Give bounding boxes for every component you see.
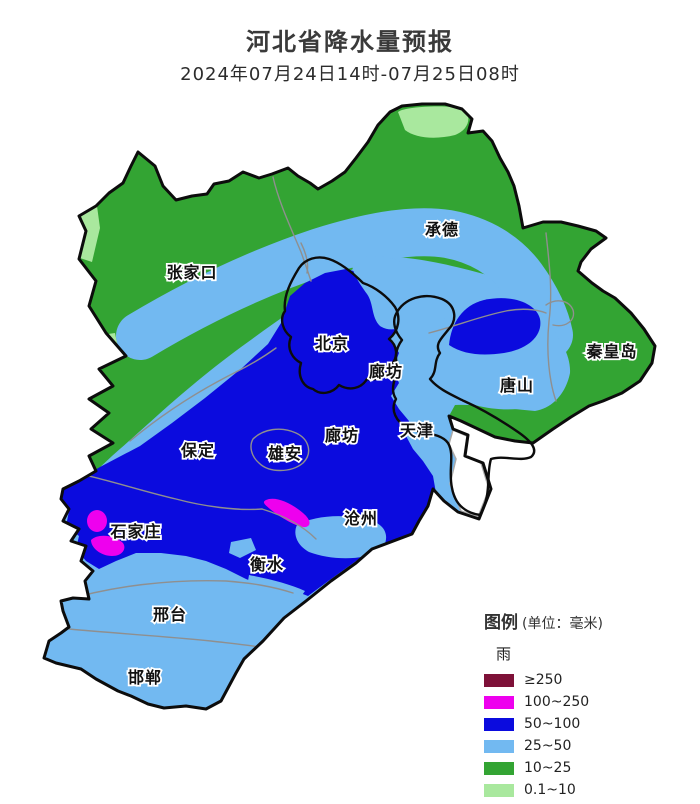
label-chengde: 承德 <box>425 220 459 239</box>
label-beijing: 北京 <box>315 334 349 353</box>
label-tianjin: 天津 <box>400 421 434 440</box>
label-langfang-north: 廊坊 <box>369 362 403 381</box>
border-xiongan <box>250 428 310 472</box>
legend-row-25-50: 25~50 <box>484 738 684 754</box>
legend-title: 图例 <box>484 613 518 633</box>
region-beijing-ne-25-50 <box>351 256 420 330</box>
page-title: 河北省降水量预报 <box>246 28 454 56</box>
border-zhangjiakou-baoding <box>129 347 277 442</box>
label-qinhuangdao: 秦皇岛 <box>585 342 637 361</box>
label-cangzhou: 沧州 <box>344 509 378 528</box>
region-lightgreen-west2 <box>92 333 118 357</box>
label-xingtai: 邢台 <box>152 605 187 624</box>
region-magenta-shijiazhuang-2 <box>91 535 125 556</box>
legend-label-10-25: 10~25 <box>524 760 572 776</box>
label-tangshan: 唐山 <box>500 376 534 395</box>
legend-swatch-50-100 <box>484 717 514 731</box>
border-tianjin <box>391 294 536 517</box>
border-north-beijing-creek <box>300 242 309 274</box>
region-ne-blob-50-100 <box>449 298 541 355</box>
legend-label-100-250: 100~250 <box>524 694 590 710</box>
region-lightgreen-west1 <box>80 206 100 262</box>
legend-swatch-25-50 <box>484 739 514 753</box>
region-central-50-100 <box>61 269 436 596</box>
border-hebei-province <box>42 102 657 711</box>
label-zhangjiakou: 张家口 <box>166 263 217 282</box>
region-hengshui-west-25-50 <box>229 538 256 558</box>
legend-label-50-100: 50~100 <box>524 716 581 732</box>
legend-category: 雨 <box>496 645 512 663</box>
legend-row-50-100: 50~100 <box>484 716 684 732</box>
legend-header: 图例 (单位：毫米) <box>484 608 684 633</box>
border-tangshan-loop <box>545 300 575 327</box>
label-baoding: 保定 <box>180 441 215 460</box>
label-shijiazhuang: 石家庄 <box>109 522 161 541</box>
legend-row-100-250: 100~250 <box>484 694 684 710</box>
region-lightgreen-chengde <box>398 106 469 138</box>
region-north-east-10-25 <box>79 104 655 471</box>
legend-swatch-01-10 <box>484 783 514 797</box>
legend-label-250: ≥250 <box>524 672 563 688</box>
region-band-25-50 <box>116 208 573 360</box>
legend-swatch-100-250 <box>484 695 514 709</box>
region-magenta-hengshui-streak <box>263 498 310 528</box>
label-langfang: 廊坊 <box>325 426 359 445</box>
border-shijiazhuang-xingtai <box>62 579 294 602</box>
page-subtitle: 2024年07月24日14时-07月25日08时 <box>180 64 520 85</box>
legend-swatch-250 <box>484 673 514 687</box>
border-zhangjiakou-chengde <box>272 176 312 282</box>
border-cangzhou-hengshui <box>261 508 317 540</box>
label-xiongan: 雄安 <box>267 444 302 463</box>
legend-label-01-10: 0.1~10 <box>524 782 576 798</box>
border-baoding-shijiazhuang <box>60 469 263 511</box>
legend-label-25-50: 25~50 <box>524 738 572 754</box>
legend-unit: (单位：毫米) <box>522 616 603 632</box>
legend-row-250: ≥250 <box>484 672 684 688</box>
label-hengshui: 衡水 <box>250 555 284 574</box>
legend-row-01-10: 0.1~10 <box>484 782 684 798</box>
legend-swatch-10-25 <box>484 761 514 775</box>
border-tangshan-qinhuangdao <box>545 232 557 402</box>
border-beijing <box>280 256 400 395</box>
region-hengshui-25-50 <box>295 516 387 559</box>
region-magenta-shijiazhuang-1 <box>87 510 107 532</box>
legend: 图例 (单位：毫米) 雨 ≥250 100~250 50~100 25~50 10… <box>484 608 684 804</box>
label-handan: 邯郸 <box>128 668 162 687</box>
legend-row-10-25: 10~25 <box>484 760 684 776</box>
